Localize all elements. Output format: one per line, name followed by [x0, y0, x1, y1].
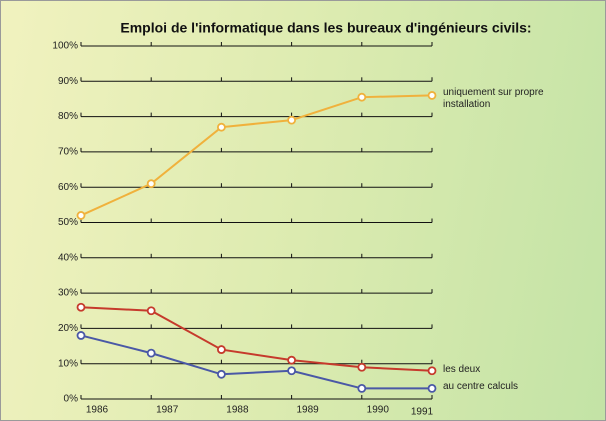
x-tick-label: 1988: [226, 405, 249, 416]
series-line: [80, 334, 432, 390]
point-marker: [76, 302, 86, 312]
y-tick-label: 80%: [58, 111, 78, 122]
x-tick-label: 1989: [296, 405, 319, 416]
point-marker: [287, 355, 297, 365]
point-marker: [76, 211, 86, 220]
y-tick-label: 20%: [58, 323, 78, 334]
point-marker: [357, 362, 367, 372]
point-marker: [76, 331, 86, 340]
y-tick-label: 0%: [64, 394, 79, 405]
y-tick-label: 40%: [58, 252, 78, 263]
y-tick-label: 60%: [58, 182, 78, 193]
point-marker: [287, 115, 297, 125]
point-marker: [287, 366, 297, 376]
y-tick-label: 50%: [58, 217, 78, 228]
x-tick-label: 1991: [411, 407, 434, 418]
legend-label: uniquement sur propre installation: [443, 87, 544, 111]
series-line: [80, 94, 433, 217]
point-marker: [146, 348, 156, 358]
point-marker: [146, 179, 156, 189]
point-marker: [357, 92, 367, 102]
point-marker: [216, 345, 226, 354]
point-marker: [427, 91, 437, 100]
y-tick-label: 10%: [58, 358, 78, 369]
y-tick-label: 90%: [58, 76, 78, 87]
legend-label: au centre calculs: [443, 381, 519, 393]
y-tick-label: 70%: [58, 147, 78, 158]
point-marker: [427, 366, 437, 376]
x-tick-label: 1990: [367, 405, 390, 416]
point-marker: [216, 369, 226, 379]
series-line: [80, 306, 433, 372]
point-marker: [146, 306, 156, 316]
x-tick-label: 1986: [86, 405, 109, 416]
y-tick-label: 30%: [58, 288, 78, 299]
point-marker: [357, 384, 367, 393]
point-marker: [427, 384, 437, 393]
point-marker: [216, 122, 226, 132]
legend-label: les deux: [443, 363, 481, 375]
y-tick-label: 100%: [52, 41, 78, 52]
x-tick-label: 1987: [156, 405, 179, 416]
chart-title: Emploi de l'informatique dans les bureau…: [120, 20, 531, 36]
